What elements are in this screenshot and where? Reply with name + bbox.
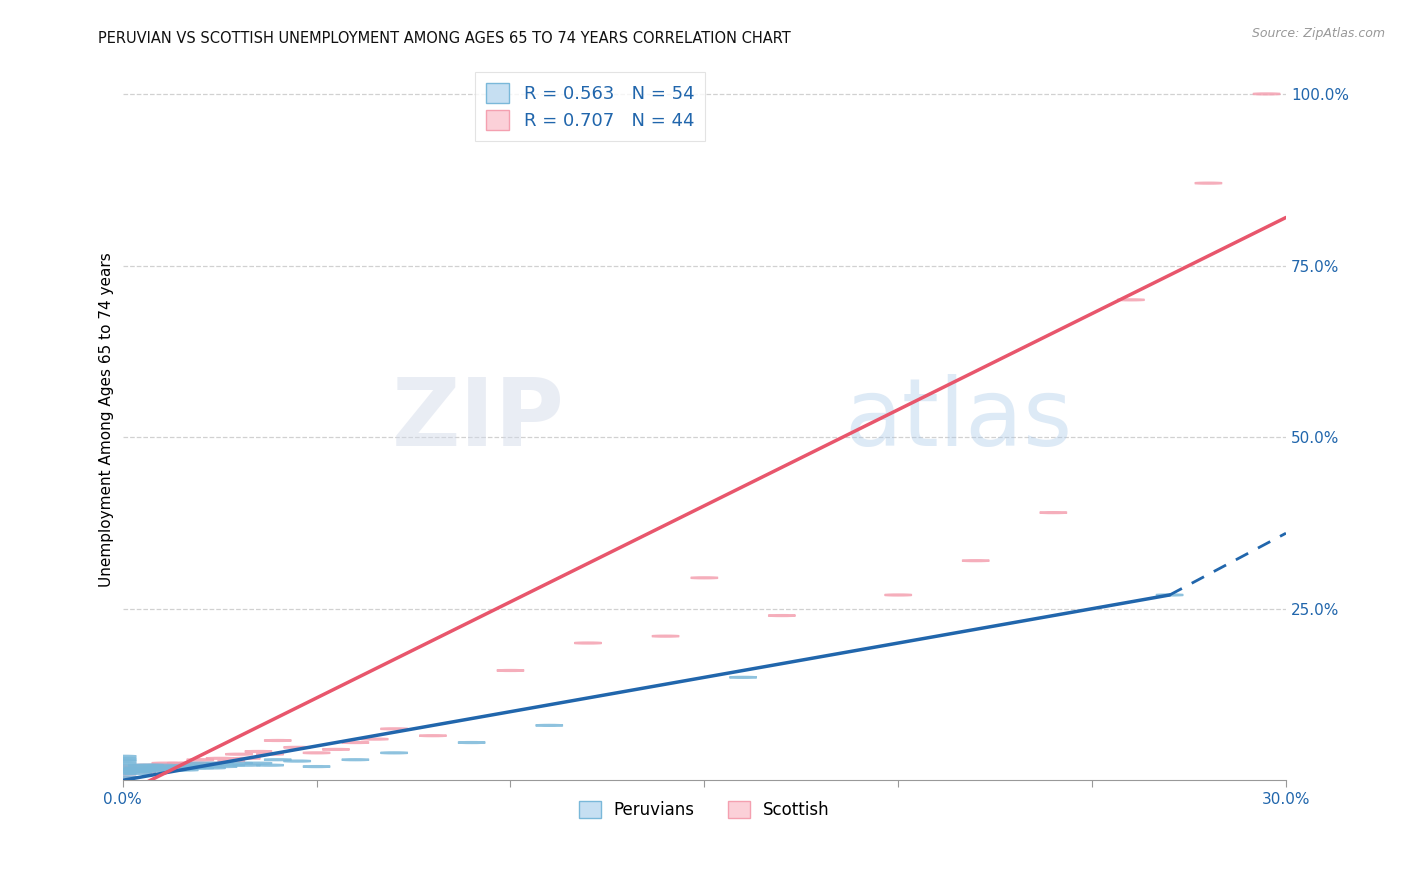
Legend: Peruvians, Scottish: Peruvians, Scottish [572, 795, 837, 826]
Text: atlas: atlas [844, 374, 1073, 466]
Y-axis label: Unemployment Among Ages 65 to 74 years: Unemployment Among Ages 65 to 74 years [100, 252, 114, 587]
Text: PERUVIAN VS SCOTTISH UNEMPLOYMENT AMONG AGES 65 TO 74 YEARS CORRELATION CHART: PERUVIAN VS SCOTTISH UNEMPLOYMENT AMONG … [98, 31, 792, 46]
Text: Source: ZipAtlas.com: Source: ZipAtlas.com [1251, 27, 1385, 40]
Text: ZIP: ZIP [392, 374, 565, 466]
